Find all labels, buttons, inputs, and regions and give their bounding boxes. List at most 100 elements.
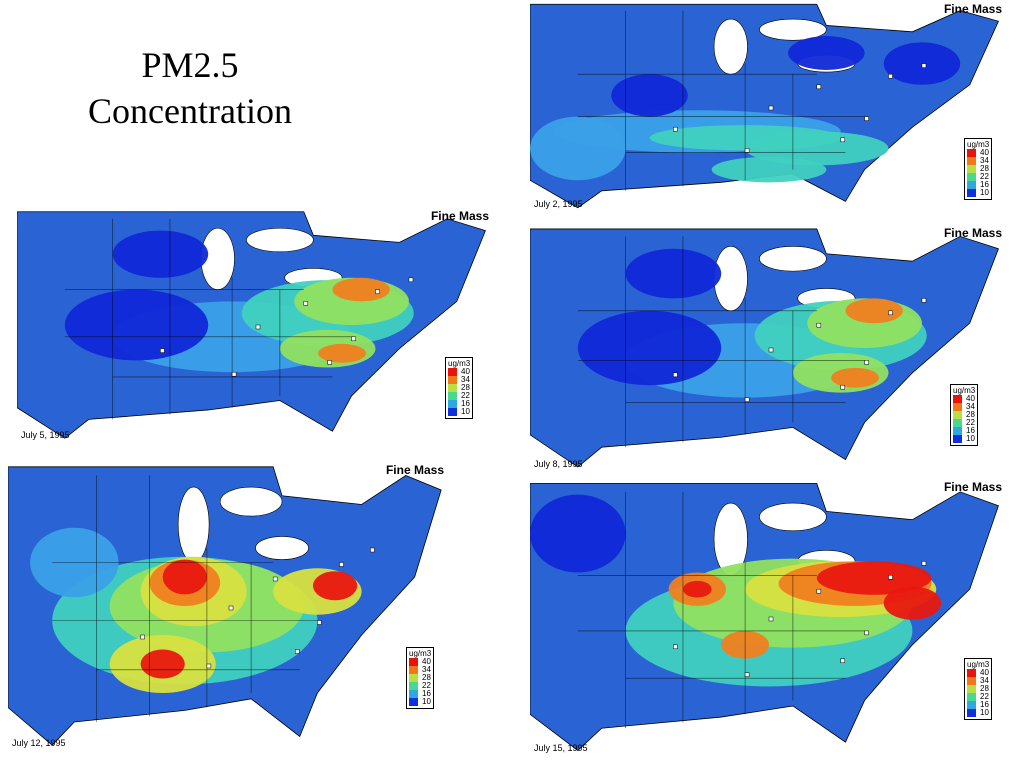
title-line-2: Concentration: [88, 91, 292, 131]
map-date: July 15, 1995: [534, 743, 588, 753]
legend-row: 34: [967, 157, 989, 165]
concentration-zone: [162, 559, 207, 595]
legend-row: 16: [967, 701, 989, 709]
map-panel-july-2: Fine Mass July 2, 1995 ug/m3 40 34 28 22 16 10: [530, 0, 1008, 212]
legend-value: 40: [461, 367, 470, 376]
legend-row: 40: [448, 368, 470, 376]
legend-value: 16: [980, 180, 989, 189]
legend-row: 34: [953, 403, 975, 411]
legend-value: 34: [980, 156, 989, 165]
monitor-station: [888, 73, 893, 79]
legend-row: 28: [953, 411, 975, 419]
monitor-station: [408, 277, 414, 283]
lake: [255, 536, 309, 560]
monitor-station: [768, 347, 774, 353]
monitor-station: [816, 588, 822, 594]
legend-value: 40: [966, 394, 975, 403]
legend-unit: ug/m3: [409, 649, 432, 658]
monitor-station: [744, 672, 750, 677]
monitor-station: [375, 289, 380, 294]
legend-row: 40: [409, 658, 431, 666]
legend-row: 34: [967, 677, 989, 685]
legend-swatch: [967, 693, 976, 701]
pm25-map: [8, 466, 442, 746]
legend-swatch: [967, 157, 976, 165]
concentration-zone: [112, 230, 209, 278]
legend-value: 16: [461, 399, 470, 408]
pm25-map: [530, 228, 999, 468]
monitor-station: [888, 575, 893, 580]
monitor-station: [673, 126, 678, 132]
monitor-station: [816, 322, 822, 328]
monitor-station: [744, 397, 750, 402]
monitor-station: [840, 137, 845, 143]
monitor-station: [351, 336, 356, 342]
concentration-zone: [625, 248, 722, 299]
monitor-station: [673, 372, 678, 378]
monitor-station: [303, 301, 309, 306]
monitor-station: [816, 84, 822, 90]
legend-row: 16: [967, 181, 989, 189]
legend: ug/m3 40 34 28 22 16 10: [964, 658, 993, 720]
legend-row: 28: [409, 674, 431, 682]
legend-swatch: [953, 435, 962, 443]
legend-row: 22: [967, 173, 989, 181]
monitor-station: [840, 658, 845, 663]
monitor-station: [140, 634, 145, 640]
legend-value: 22: [461, 391, 470, 400]
legend-swatch: [967, 701, 976, 709]
monitor-station: [673, 644, 678, 650]
monitor-station: [327, 360, 332, 365]
legend-swatch: [953, 395, 962, 403]
lake: [759, 18, 827, 41]
legend-row: 10: [967, 709, 989, 717]
legend-row: 16: [409, 690, 431, 698]
legend-row: 34: [448, 376, 470, 384]
legend-swatch: [967, 189, 976, 197]
legend-value: 28: [980, 684, 989, 693]
monitor-station: [295, 649, 300, 654]
monitor-station: [231, 371, 237, 377]
map-panel-july-8: Fine Mass July 8, 1995 ug/m3 40 34 28 22 16 10: [530, 224, 1008, 472]
legend-swatch: [967, 669, 976, 677]
legend-row: 10: [953, 435, 975, 443]
monitor-station: [768, 616, 774, 622]
monitor-station: [768, 105, 774, 111]
map-date: July 8, 1995: [534, 459, 583, 469]
legend-swatch: [448, 376, 457, 384]
monitor-station: [864, 630, 869, 636]
legend-value: 34: [422, 665, 431, 674]
legend-row: 28: [967, 685, 989, 693]
map-header: Fine Mass: [943, 2, 1002, 16]
legend-value: 16: [980, 700, 989, 709]
legend-row: 28: [967, 165, 989, 173]
concentration-zone: [332, 277, 390, 302]
lake: [219, 486, 283, 517]
legend-swatch: [967, 149, 976, 157]
legend-value: 34: [966, 402, 975, 411]
legend-row: 22: [448, 392, 470, 400]
legend-swatch: [448, 384, 457, 392]
map-header: Fine Mass: [943, 226, 1002, 240]
legend-value: 22: [422, 681, 431, 690]
legend-row: 10: [409, 698, 431, 706]
legend: ug/m3 40 34 28 22 16 10: [445, 357, 474, 419]
monitor-station: [888, 310, 893, 316]
legend-row: 10: [967, 189, 989, 197]
concentration-zone: [883, 586, 942, 620]
legend-row: 40: [967, 669, 989, 677]
concentration-zone: [140, 649, 185, 679]
concentration-zone: [831, 367, 879, 388]
lake: [177, 486, 210, 563]
legend-row: 16: [953, 427, 975, 435]
map-date: July 12, 1995: [12, 738, 66, 748]
legend-swatch: [409, 682, 418, 690]
legend-swatch: [967, 165, 976, 173]
legend-value: 10: [966, 434, 975, 443]
legend-value: 34: [980, 676, 989, 685]
concentration-zone: [64, 289, 209, 361]
concentration-zone: [682, 580, 712, 598]
monitor-station: [160, 348, 165, 353]
legend-swatch: [409, 666, 418, 674]
map-panel-july-15: Fine Mass July 15, 1995 ug/m3 40 34 28 22 16 1…: [530, 478, 1008, 756]
